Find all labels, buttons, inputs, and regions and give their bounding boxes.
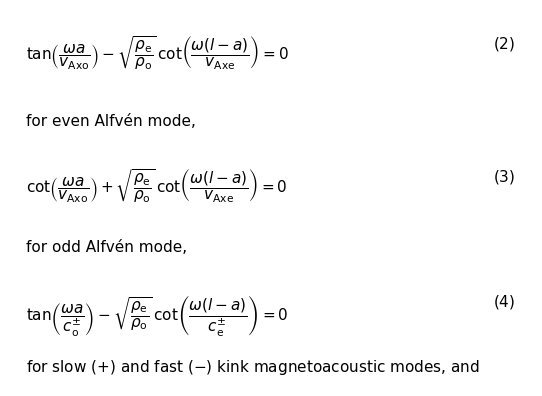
Text: $(2)$: $(2)$ bbox=[493, 34, 515, 53]
Text: $\tan\!\left(\dfrac{\omega a}{v_{\mathrm{Axo}}}\right) - \sqrt{\dfrac{\rho_{\mat: $\tan\!\left(\dfrac{\omega a}{v_{\mathrm… bbox=[27, 34, 289, 72]
Text: for odd Alfvén mode,: for odd Alfvén mode, bbox=[27, 240, 188, 255]
Text: $(3)$: $(3)$ bbox=[493, 168, 515, 186]
Text: for slow $(+)$ and fast $(-)$ kink magnetoacoustic modes, and: for slow $(+)$ and fast $(-)$ kink magne… bbox=[27, 358, 480, 377]
Text: $\cot\!\left(\dfrac{\omega a}{v_{\mathrm{Axo}}}\right) + \sqrt{\dfrac{\rho_{\mat: $\cot\!\left(\dfrac{\omega a}{v_{\mathrm… bbox=[27, 168, 288, 205]
Text: $\tan\!\left(\dfrac{\omega a}{c_{\mathrm{o}}^{\pm}}\right) - \sqrt{\dfrac{\rho_{: $\tan\!\left(\dfrac{\omega a}{c_{\mathrm… bbox=[27, 293, 289, 338]
Text: for even Alfvén mode,: for even Alfvén mode, bbox=[27, 114, 196, 129]
Text: $(4)$: $(4)$ bbox=[493, 293, 515, 311]
